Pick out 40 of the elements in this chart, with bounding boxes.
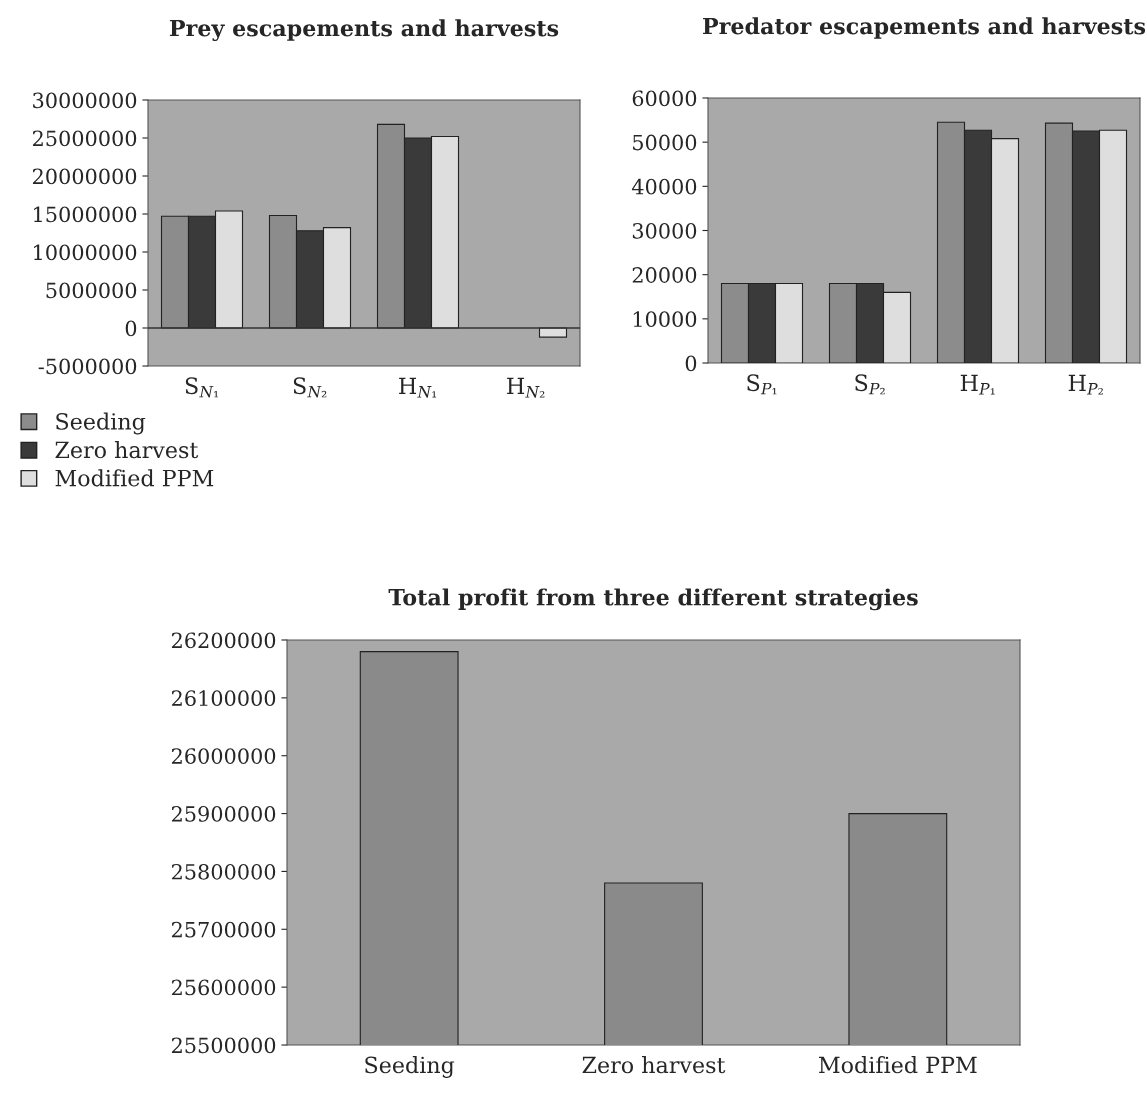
y-tick-label: 20000000 xyxy=(32,168,137,185)
y-tick-label: 26200000 xyxy=(171,632,276,649)
x-tick-label: H$_{P₁}$ xyxy=(960,374,995,395)
chart-title: Prey escapements and harvests xyxy=(169,19,559,42)
legend-label: Modified PPM xyxy=(55,469,214,487)
y-tick-label: 26100000 xyxy=(171,690,276,707)
y-tick-label: -5000000 xyxy=(38,358,137,375)
y-tick-label: 25000000 xyxy=(32,130,137,147)
legend-label: Zero harvest xyxy=(55,441,199,459)
y-tick-label: 10000 xyxy=(633,311,697,328)
y-tick-label: 10000000 xyxy=(34,244,137,261)
y-tick-label: 40000 xyxy=(631,178,697,195)
y-tick-label: 0 xyxy=(685,355,697,372)
y-tick-label: 15000000 xyxy=(34,206,137,223)
x-tick-label: Modified PPM xyxy=(818,1056,977,1074)
x-tick-label: S$_{P₂}$ xyxy=(855,374,885,395)
x-tick-label: H$_{P₂}$ xyxy=(1068,374,1103,395)
x-tick-label: S$_{P₁}$ xyxy=(747,374,777,395)
x-tick-label: H$_{N₂}$ xyxy=(507,377,545,398)
chart-title: Total profit from three different strategies xyxy=(388,588,918,611)
x-tick-label: H$_{N₁}$ xyxy=(399,377,437,398)
x-tick-label: Seeding xyxy=(365,1056,455,1078)
y-tick-label: 25500000 xyxy=(171,1037,276,1054)
x-tick-label: S$_{N₁}$ xyxy=(185,377,219,398)
y-tick-label: 60000 xyxy=(632,90,697,107)
y-tick-label: 30000000 xyxy=(33,92,137,109)
y-tick-label: 20000 xyxy=(632,267,697,283)
y-tick-label: 0 xyxy=(125,320,137,337)
x-tick-label: Zero harvest xyxy=(582,1056,726,1074)
y-tick-label: 25700000 xyxy=(171,921,276,938)
y-tick-label: 25900000 xyxy=(171,806,276,822)
chart-title: Predator escapements and harvests xyxy=(703,17,1146,39)
legend-label: Seeding xyxy=(56,412,146,435)
y-tick-label: 26000000 xyxy=(171,748,276,764)
y-tick-label: 50000 xyxy=(633,134,697,151)
x-tick-label: S$_{N₂}$ xyxy=(293,377,327,398)
y-tick-label: 30000 xyxy=(632,222,697,239)
y-tick-label: 25600000 xyxy=(171,979,276,996)
y-tick-label: 25800000 xyxy=(171,863,276,880)
y-tick-label: 5000000 xyxy=(46,282,137,299)
